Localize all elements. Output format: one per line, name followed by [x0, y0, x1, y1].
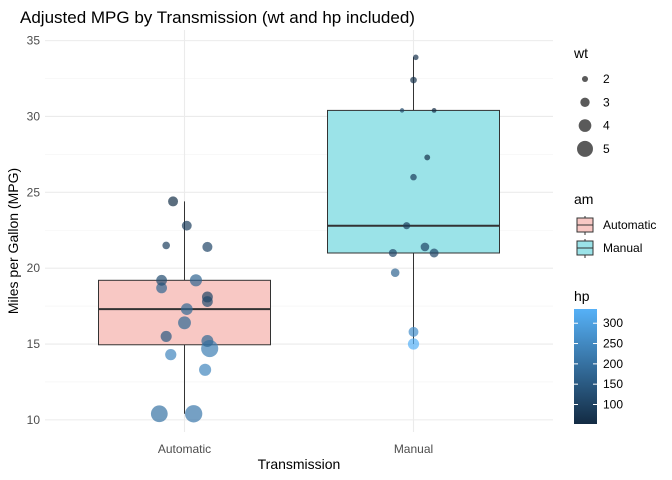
x-tick-label: Automatic: [158, 442, 211, 456]
legend-wt-key: [578, 119, 592, 132]
data-point: [156, 274, 168, 286]
data-point: [201, 335, 214, 347]
x-axis-ticks: Automatic Manual: [158, 442, 433, 456]
legend-am-label: Manual: [603, 241, 642, 255]
data-point: [429, 248, 439, 258]
data-point: [199, 363, 212, 376]
data-point: [180, 303, 193, 316]
legend-hp-label: 300: [603, 316, 623, 330]
legend-hp: hp 100 150 200 250 300: [574, 288, 623, 424]
data-point: [390, 268, 400, 278]
data-point: [413, 54, 419, 61]
legend-wt-key: [580, 97, 590, 107]
legend-wt-label: 2: [603, 72, 610, 86]
legend-wt-title: wt: [573, 45, 588, 61]
data-point: [403, 222, 411, 230]
data-point: [162, 241, 170, 250]
box-manual: [327, 109, 500, 254]
data-point: [420, 242, 430, 252]
data-point: [168, 196, 179, 207]
data-point: [184, 405, 203, 423]
legend-am-title: am: [574, 191, 593, 207]
legend-hp-bar: [574, 309, 597, 424]
y-axis-ticks: 10 15 20 25 30 35: [27, 34, 41, 427]
y-axis-title: Miles per Gallon (MPG): [5, 168, 21, 314]
legend-hp-label: 250: [603, 337, 623, 351]
legend-wt-label: 5: [603, 142, 610, 156]
data-point: [150, 405, 168, 423]
data-point: [160, 330, 172, 342]
legend-hp-label: 150: [603, 377, 623, 391]
data-point: [189, 274, 203, 287]
data-point: [201, 291, 213, 303]
data-point: [407, 338, 420, 350]
y-tick-label: 30: [27, 109, 41, 123]
y-tick-label: 25: [27, 185, 41, 199]
legend-wt: wt 2 3 4 5: [573, 45, 610, 157]
chart-title: Adjusted MPG by Transmission (wt and hp …: [20, 8, 415, 27]
data-point: [424, 154, 431, 161]
data-points: [150, 54, 439, 423]
legend-wt-key: [581, 75, 589, 83]
data-point: [410, 76, 417, 84]
data-point: [156, 282, 168, 294]
legend-hp-label: 200: [603, 357, 623, 371]
y-tick-label: 20: [27, 261, 41, 275]
y-tick-label: 10: [27, 413, 41, 427]
legend-wt-key: [577, 140, 593, 157]
x-axis-title: Transmission: [258, 456, 341, 472]
legend-wt-label: 3: [603, 95, 610, 109]
boxplots: [98, 57, 500, 414]
legend-hp-label: 100: [603, 397, 623, 411]
data-point: [410, 173, 417, 181]
data-point: [399, 108, 405, 113]
data-point: [165, 349, 177, 361]
data-point: [181, 220, 192, 231]
legend-hp-title: hp: [574, 288, 590, 304]
data-point: [178, 316, 191, 330]
legend-am-label: Automatic: [603, 218, 656, 232]
y-tick-label: 35: [27, 34, 41, 48]
legend-am: am Automatic Manual: [574, 191, 656, 258]
legend-wt-label: 4: [603, 119, 610, 133]
data-point: [431, 108, 437, 113]
y-tick-label: 15: [27, 337, 41, 351]
data-point: [388, 248, 397, 258]
data-point: [202, 241, 213, 252]
x-tick-label: Manual: [394, 442, 433, 456]
data-point: [408, 326, 419, 337]
